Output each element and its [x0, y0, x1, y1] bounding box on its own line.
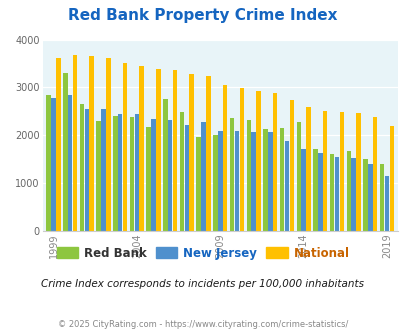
Bar [163, 99, 167, 231]
Bar [213, 135, 217, 231]
Text: Red Bank Property Crime Index: Red Bank Property Crime Index [68, 8, 337, 23]
Bar [296, 122, 301, 231]
Bar [130, 116, 134, 231]
Bar [272, 93, 277, 231]
Bar [179, 112, 184, 231]
Bar [317, 153, 322, 231]
Bar [329, 154, 334, 231]
Bar [68, 95, 72, 231]
Bar [367, 164, 372, 231]
Bar [239, 88, 243, 231]
Bar [173, 70, 177, 231]
Bar [301, 149, 305, 231]
Bar [356, 113, 360, 231]
Bar [117, 114, 122, 231]
Bar [279, 128, 283, 231]
Bar [106, 58, 110, 231]
Bar [122, 63, 127, 231]
Bar [184, 125, 189, 231]
Bar [305, 107, 310, 231]
Bar [189, 74, 194, 231]
Bar [339, 112, 343, 231]
Bar [156, 69, 160, 231]
Bar [51, 98, 55, 231]
Bar [139, 66, 144, 231]
Legend: Red Bank, New Jersey, National: Red Bank, New Jersey, National [52, 242, 353, 264]
Bar [196, 137, 200, 231]
Bar [72, 55, 77, 231]
Bar [113, 116, 117, 231]
Bar [84, 109, 89, 231]
Bar [206, 77, 210, 231]
Bar [334, 157, 339, 231]
Bar [322, 111, 326, 231]
Bar [134, 114, 139, 231]
Bar [362, 159, 367, 231]
Bar [89, 56, 94, 231]
Bar [79, 104, 84, 231]
Bar [63, 73, 67, 231]
Bar [101, 109, 105, 231]
Bar [389, 126, 393, 231]
Bar [246, 119, 250, 231]
Bar [168, 120, 172, 231]
Bar [222, 85, 227, 231]
Bar [46, 95, 51, 231]
Bar [229, 117, 234, 231]
Bar [251, 132, 255, 231]
Bar [267, 132, 272, 231]
Bar [151, 118, 156, 231]
Bar [56, 58, 60, 231]
Text: © 2025 CityRating.com - https://www.cityrating.com/crime-statistics/: © 2025 CityRating.com - https://www.city… [58, 320, 347, 329]
Bar [284, 141, 288, 231]
Bar [313, 149, 317, 231]
Bar [146, 127, 151, 231]
Bar [372, 117, 377, 231]
Bar [217, 130, 222, 231]
Bar [346, 150, 350, 231]
Bar [351, 158, 355, 231]
Bar [256, 91, 260, 231]
Bar [289, 100, 293, 231]
Bar [201, 122, 205, 231]
Bar [96, 121, 101, 231]
Bar [234, 131, 239, 231]
Text: Crime Index corresponds to incidents per 100,000 inhabitants: Crime Index corresponds to incidents per… [41, 279, 364, 289]
Bar [262, 129, 267, 231]
Bar [379, 164, 384, 231]
Bar [384, 177, 388, 231]
